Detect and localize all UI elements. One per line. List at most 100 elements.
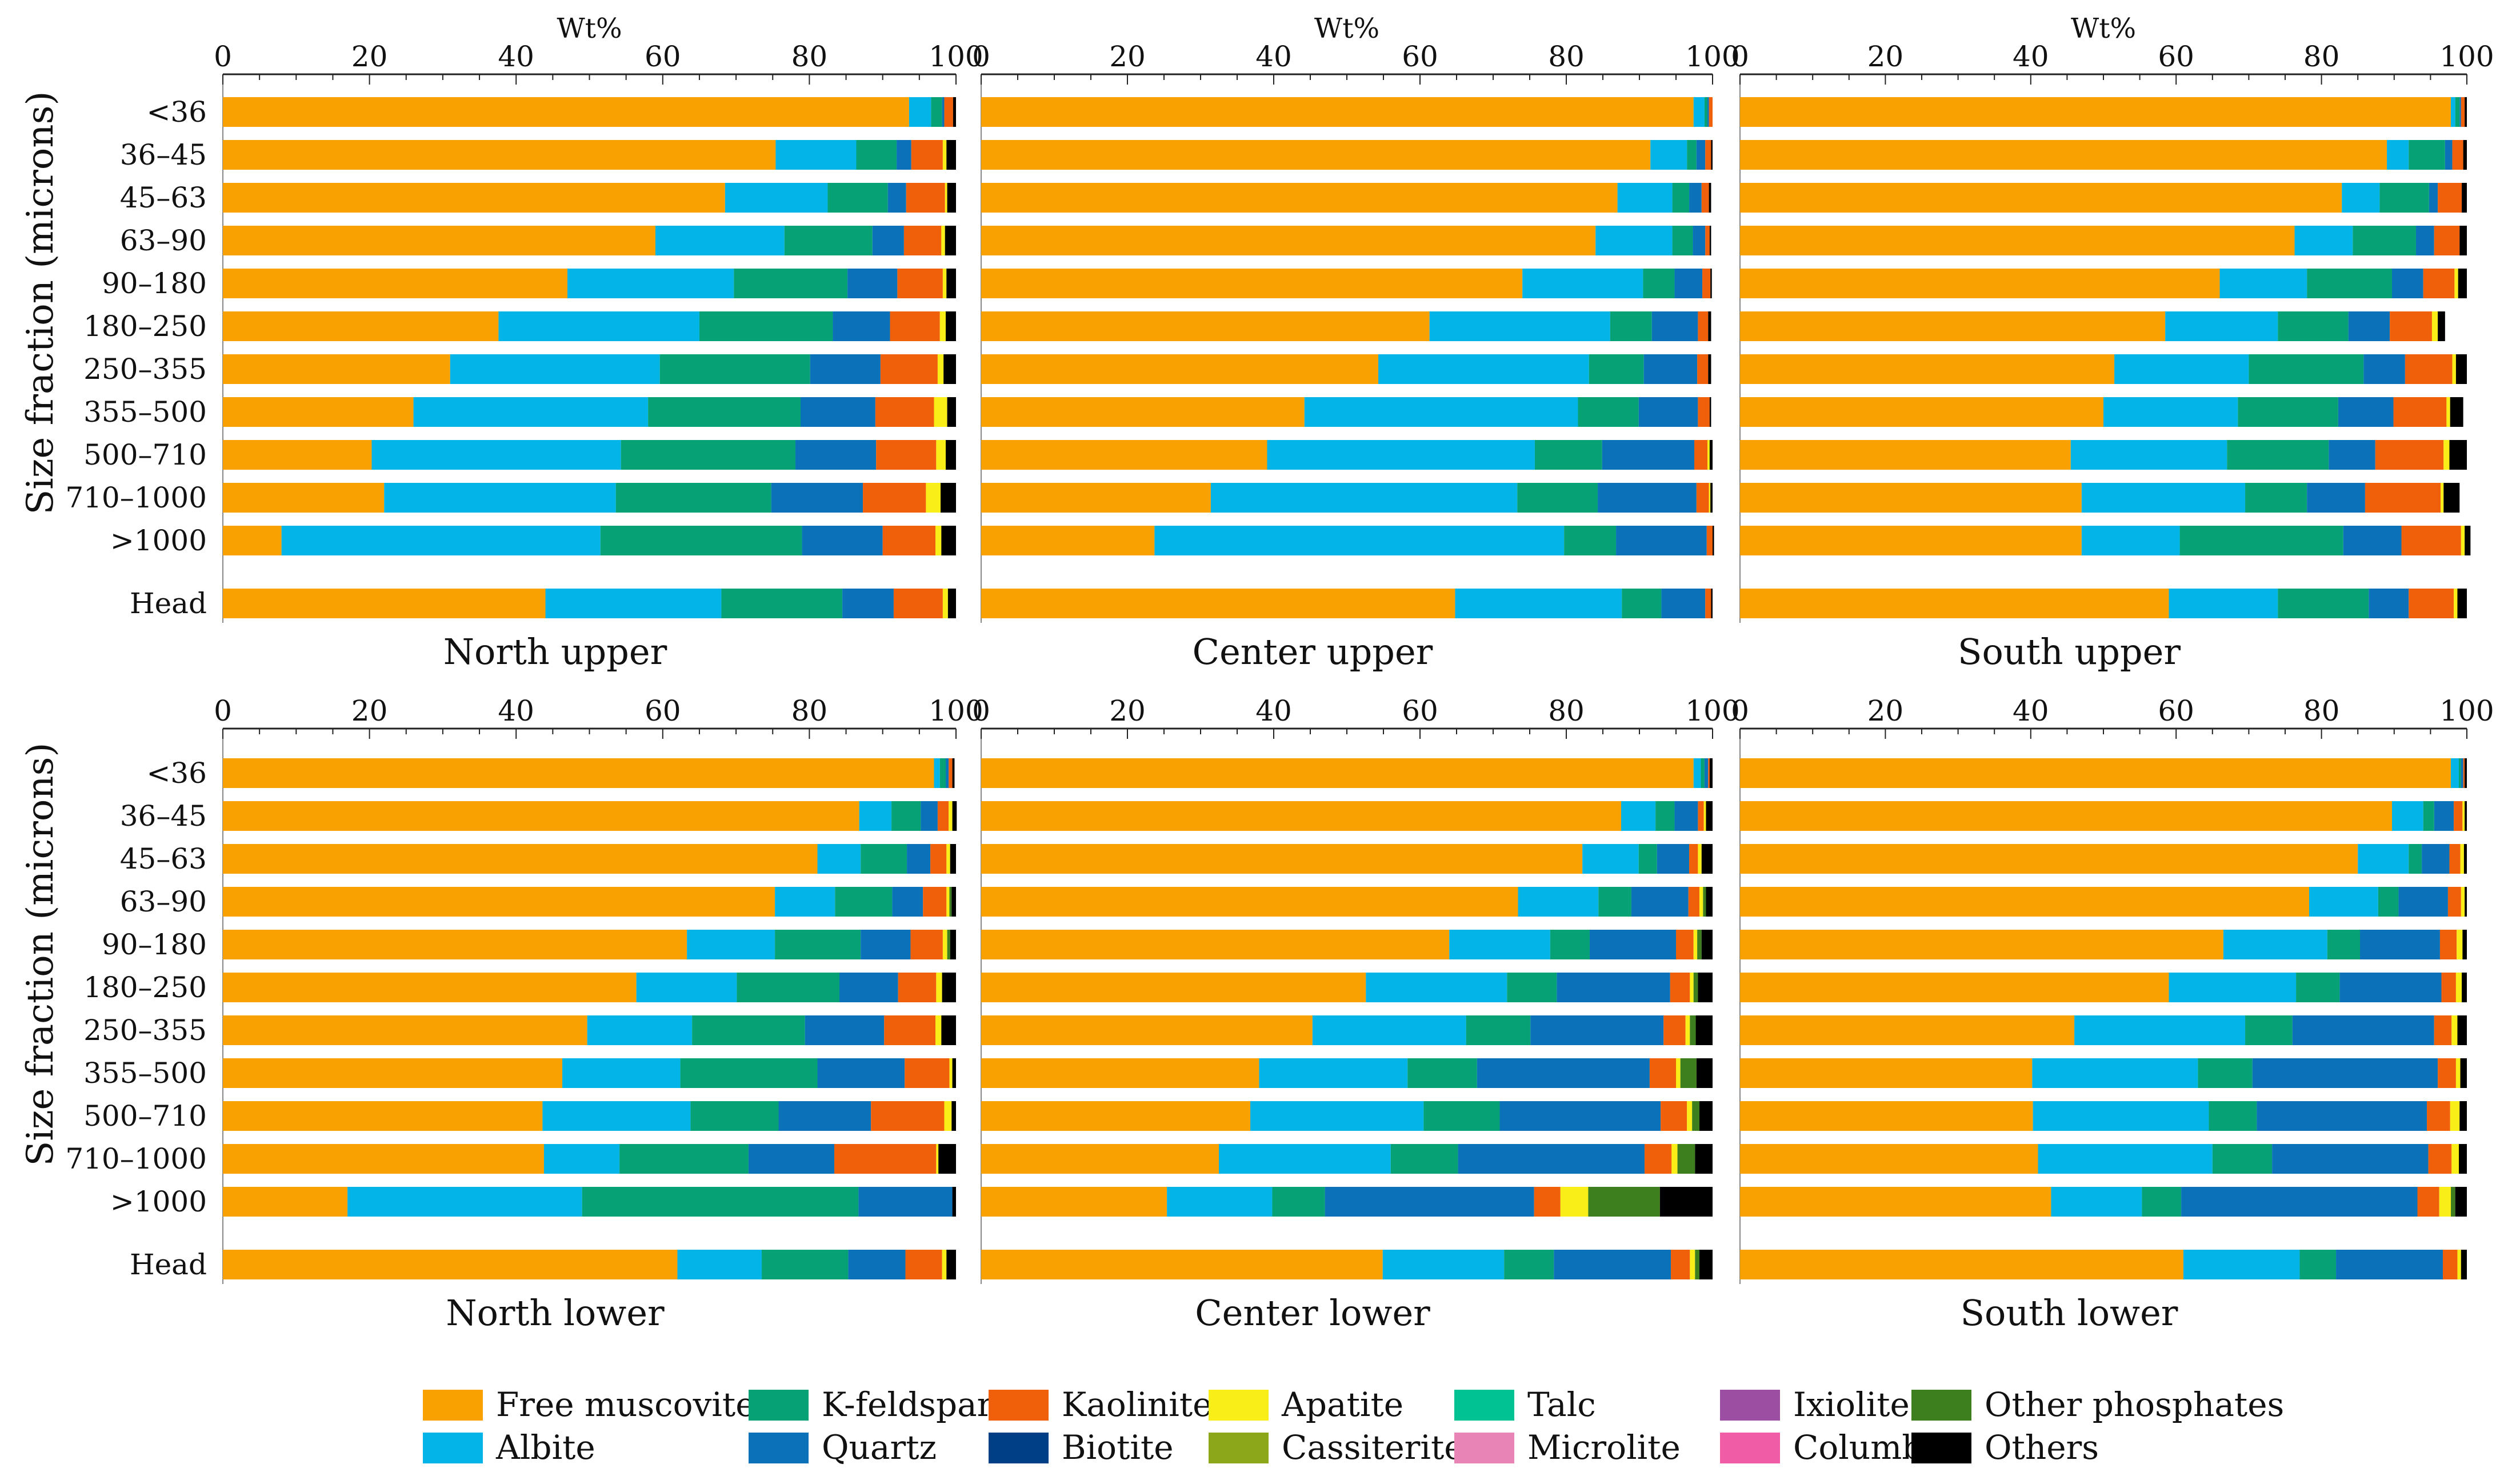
bar-segment-k-feldspar: [1610, 311, 1652, 341]
bar-segment-apatite: [949, 801, 953, 831]
bar-segment-albite: [1693, 758, 1701, 788]
bar-segment-albite: [2387, 140, 2409, 170]
bar-segment-kaolinite: [1671, 1250, 1690, 1279]
tick-label: 0: [972, 694, 990, 727]
legend-label-kaolinite: Kaolinite: [1062, 1385, 1212, 1424]
bar-segment-others: [1696, 1058, 1713, 1088]
bar-segment-kaolinite: [2417, 1187, 2439, 1217]
bar-segment-apatite: [1693, 930, 1698, 959]
bar-segment-quartz: [2257, 1101, 2427, 1131]
row-label-1000: >1000: [110, 524, 207, 557]
legend-label-albite: Albite: [495, 1428, 595, 1467]
bar-segment-albite: [2074, 1015, 2246, 1045]
bar-segment-kaolinite: [905, 1058, 950, 1088]
row-label-36: <36: [146, 757, 207, 790]
panel-title: Center lower: [1195, 1292, 1430, 1334]
bar-segment-apatite: [1671, 1144, 1678, 1174]
bar-segment-k-feldspar: [619, 1144, 749, 1174]
bar-segment-quartz: [817, 1058, 905, 1088]
panel-title: Center upper: [1193, 631, 1433, 673]
bar-segment-free-muscovite: [1740, 397, 2103, 427]
x-axis-unit-label: Wt%: [557, 13, 622, 45]
bar-segment-kaolinite: [923, 887, 947, 917]
bar-segment-k-feldspar: [2409, 844, 2422, 874]
tick-label: 80: [1548, 694, 1585, 727]
bar-segment-others: [2461, 1250, 2467, 1279]
bar-segment-others: [1708, 354, 1711, 384]
bar-segment-quartz: [2272, 1144, 2429, 1174]
bar-segment-quartz: [2363, 354, 2405, 384]
tick-label: 0: [214, 694, 232, 727]
bar-segment-quartz: [2459, 97, 2461, 127]
bar-segment-quartz: [897, 140, 911, 170]
bar-segment-quartz: [805, 1015, 885, 1045]
panel-center-lower: 0 20 40 60 80 100 Center lower: [972, 694, 1740, 1334]
bar-segment-free-muscovite: [981, 483, 1211, 513]
row-label-250-355: 250–355: [83, 1014, 207, 1047]
bar-segment-albite: [2169, 589, 2278, 618]
bar-segment-k-feldspar: [1507, 973, 1557, 1002]
bar-segment-kaolinite: [882, 526, 936, 555]
bar-segment-free-muscovite: [1740, 973, 2169, 1002]
bar-segment-kaolinite: [2427, 1101, 2450, 1131]
panel-north-upper: 0 20 40 60 80 100 Wt% <36 36–45 45–63 63–90 90–180 1…: [65, 13, 983, 673]
bar-segment-kaolinite: [1676, 930, 1694, 959]
bar-segment-quartz: [921, 801, 938, 831]
bar-segment-free-muscovite: [981, 226, 1596, 255]
legend-label-apatite: Apatite: [1281, 1385, 1403, 1424]
row-label-90-180: 90–180: [102, 928, 207, 961]
bar-segment-others: [950, 930, 956, 959]
bar-segment-k-feldspar: [1423, 1101, 1500, 1131]
legend-swatch-talc: [1454, 1390, 1514, 1421]
bar-segment-albite: [2451, 758, 2459, 788]
bar-segment-kaolinite: [1705, 140, 1711, 170]
bar-segment-quartz: [1674, 801, 1698, 831]
bar-segment-free-muscovite: [981, 973, 1366, 1002]
bar-segment-albite: [2309, 887, 2378, 917]
legend-swatch-ixiolite: [1720, 1390, 1780, 1421]
bar-segment-other-phosphates: [1697, 930, 1702, 959]
bar-segment-k-feldspar: [621, 440, 796, 470]
bar-segment-quartz: [1661, 589, 1706, 618]
x-axis-unit-label: Wt%: [1314, 13, 1379, 45]
bar-segment-others: [946, 440, 956, 470]
bar-segment-albite: [371, 440, 621, 470]
bar-segment-k-feldspar: [1701, 758, 1705, 788]
bar-segment-kaolinite: [1705, 226, 1710, 255]
bar-segment-albite: [1595, 226, 1673, 255]
bar-segment-others: [941, 526, 956, 555]
bar-segment-quartz: [778, 1101, 871, 1131]
bar-segment-albite: [2183, 1250, 2300, 1279]
bar-segment-k-feldspar: [784, 226, 873, 255]
bar-segment-albite: [1449, 930, 1550, 959]
bar-segment-other-phosphates: [1690, 1015, 1696, 1045]
bar-segment-free-muscovite: [1740, 226, 2295, 255]
tick-label: 80: [791, 40, 828, 73]
bar-segment-apatite: [2462, 801, 2465, 831]
bar-segment-apatite: [2441, 483, 2444, 513]
bar-segment-albite: [587, 1015, 693, 1045]
bar-segment-apatite: [2451, 1144, 2459, 1174]
bar-segment-quartz: [2339, 973, 2442, 1002]
bar-segment-others: [1695, 1144, 1713, 1174]
legend-label-biotite: Biotite: [1062, 1428, 1174, 1467]
bar-segment-kaolinite: [906, 183, 945, 213]
bar-segment-kaolinite: [937, 801, 949, 831]
bar-segment-kaolinite: [905, 1250, 942, 1279]
bar-segment-albite: [2114, 354, 2249, 384]
tick-label: 40: [2013, 694, 2049, 727]
bar-segment-quartz: [771, 483, 863, 513]
bar-segment-others: [1713, 526, 1714, 555]
bar-segment-quartz: [2434, 801, 2454, 831]
bar-segment-free-muscovite: [223, 1250, 678, 1279]
legend-label-talc: Talc: [1527, 1385, 1596, 1424]
bar-segment-free-muscovite: [1740, 758, 2451, 788]
bar-segment-quartz: [1643, 354, 1698, 384]
bar-segment-kaolinite: [880, 354, 938, 384]
bar-segment-apatite: [936, 1144, 939, 1174]
bar-segment-free-muscovite: [981, 887, 1518, 917]
row-label-head: Head: [130, 587, 207, 620]
bar-segment-quartz: [2252, 1058, 2438, 1088]
bar-segment-k-feldspar: [1598, 887, 1631, 917]
bar-segment-quartz: [1477, 1058, 1650, 1088]
